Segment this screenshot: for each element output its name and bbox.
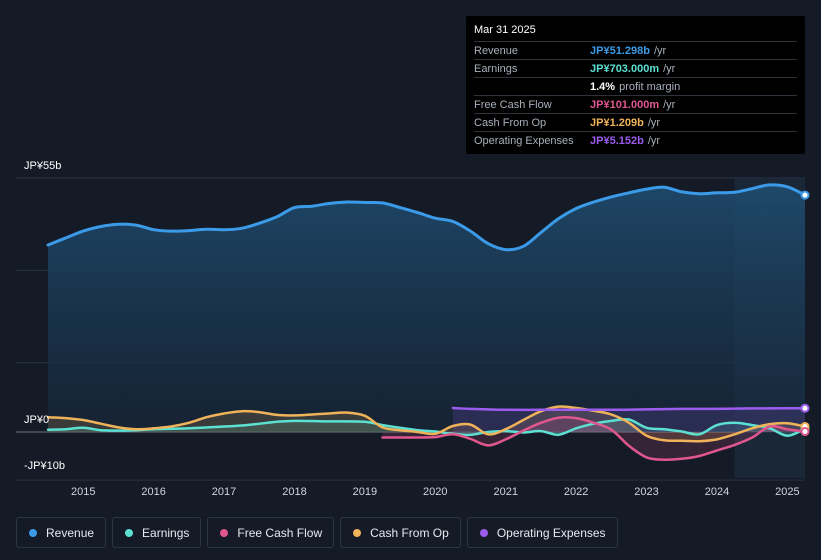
x-tick-label: 2019 — [352, 486, 378, 498]
line-revenue — [46, 183, 807, 252]
area-free-cash-flow — [382, 417, 805, 460]
tooltip-row-unit: /yr — [647, 134, 661, 147]
tooltip-row: Revenue JP¥51.298b/yr — [474, 42, 797, 60]
legend-item-revenue[interactable]: Revenue — [16, 517, 107, 548]
x-tick-label: 2015 — [70, 486, 96, 498]
tooltip-row-value: JP¥1.209b — [590, 116, 644, 129]
series-lines — [46, 183, 807, 461]
tooltip-row-value: JP¥51.298b — [590, 44, 650, 57]
endpoint-free-cash-flow — [800, 427, 810, 437]
x-tick-label: 2024 — [704, 486, 730, 498]
area-cash-from-op — [48, 406, 805, 442]
tooltip-row-unit: /yr — [663, 98, 676, 111]
legend: Revenue Earnings Free Cash Flow Cash From O… — [16, 517, 618, 548]
tooltip-row-value: JP¥5.152b — [590, 134, 644, 147]
tooltip-row-unit: /yr — [663, 62, 676, 75]
tooltip-row: Earnings JP¥703.000m/yr — [474, 60, 797, 78]
y-tick-label-zero: JP¥0 — [24, 414, 50, 426]
endpoint-operating-expenses — [800, 403, 810, 413]
legend-dot-icon — [353, 528, 362, 537]
tooltip-row-label: Free Cash Flow — [474, 98, 552, 111]
x-tick-label: 2023 — [634, 486, 659, 498]
tooltip-row-value: JP¥101.000m — [590, 98, 660, 111]
tooltip-row-value: JP¥703.000m — [590, 62, 660, 75]
line-operating-expenses — [451, 406, 807, 412]
legend-label: Operating Expenses — [496, 525, 606, 540]
series-endpoints — [800, 190, 810, 437]
tooltip-row-unit: /yr — [647, 116, 661, 129]
tooltip-row-unit: /yr — [653, 44, 667, 57]
tooltip-rows: Revenue JP¥51.298b/yr Earnings JP¥703.000m /… — [474, 42, 797, 149]
tooltip-date: Mar 31 2025 — [474, 24, 797, 42]
tooltip-row-value: 1.4% — [590, 80, 616, 93]
tooltip-row-label: Earnings — [474, 62, 518, 75]
legend-dot-icon — [29, 528, 37, 537]
legend-dot-icon — [220, 528, 229, 537]
x-tick-label: 2025 — [775, 486, 800, 498]
tooltip-row-label: Revenue — [474, 44, 519, 57]
tooltip-panel: Mar 31 2025 Revenue JP¥51.298b/yr Earnings… — [466, 16, 805, 154]
line-free-cash-flow — [381, 416, 807, 461]
line-cash-from-op — [46, 405, 807, 443]
legend-dot-icon — [125, 528, 134, 537]
legend-label: Cash From Op — [370, 525, 449, 540]
tooltip-row: 1.4% profit margin — [474, 78, 797, 96]
legend-item-free-cash-flow[interactable]: Free Cash Flow — [207, 517, 335, 548]
area-earnings — [48, 419, 805, 436]
legend-item-earnings[interactable]: Earnings — [112, 517, 202, 548]
legend-item-cash-from-op[interactable]: Cash From Op — [340, 517, 461, 548]
x-tick-label: 2016 — [141, 486, 166, 498]
series-areas — [48, 184, 805, 460]
endpoint-revenue — [800, 190, 810, 200]
x-tick-label: 2022 — [563, 486, 589, 498]
x-tick-label: 2020 — [423, 486, 448, 498]
area-revenue — [48, 184, 805, 432]
tooltip-row: Free Cash Flow JP¥101.000m/yr — [474, 96, 797, 114]
legend-dot-icon — [479, 528, 488, 537]
y-tick-label-bottom: -JP¥10b — [24, 460, 65, 472]
y-tick-label-top: JP¥55b — [24, 160, 62, 172]
x-tick-label: 2021 — [493, 486, 518, 498]
x-tick-label: 2017 — [211, 486, 237, 498]
legend-label: Revenue — [46, 525, 95, 540]
tooltip-row-label: Operating Expenses — [474, 134, 574, 147]
tooltip-row: Operating Expenses JP¥5.152b/yr — [474, 132, 797, 149]
tooltip-row-unit: profit margin — [619, 80, 681, 93]
legend-label: Earnings — [142, 525, 190, 540]
legend-item-operating-expenses[interactable]: Operating Expenses — [466, 517, 618, 548]
x-tick-label: 2018 — [282, 486, 307, 498]
tooltip-row: Cash From Op JP¥1.209b/yr — [474, 114, 797, 132]
tooltip-row-label: Cash From Op — [474, 116, 547, 129]
line-earnings — [46, 417, 807, 437]
legend-label: Free Cash Flow — [237, 525, 323, 540]
